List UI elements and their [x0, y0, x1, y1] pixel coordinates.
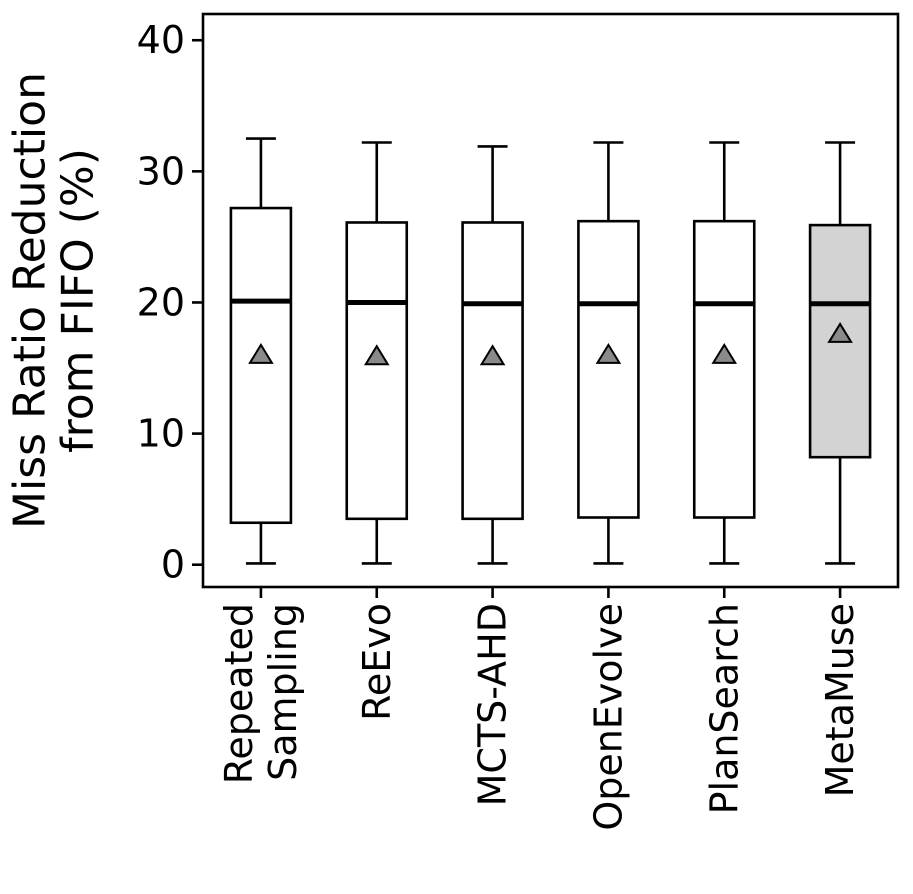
- y-axis-label: from FIFO (%): [53, 148, 104, 453]
- mean-marker-icon: [363, 344, 390, 366]
- x-tick-label: MCTS-AHD: [471, 603, 515, 806]
- x-tick-label: ReEvo: [355, 603, 399, 721]
- y-tick-label: 20: [137, 280, 185, 324]
- y-tick-label: 10: [137, 412, 185, 456]
- x-tick-label: Repeated: [217, 603, 261, 784]
- mean-marker-icon: [595, 342, 622, 364]
- iqr-box: [577, 219, 640, 519]
- mean-marker-icon: [827, 322, 853, 343]
- mean-marker-icon: [248, 342, 274, 364]
- iqr-box: [345, 221, 409, 521]
- y-axis-label: Miss Ratio Reduction: [5, 72, 56, 529]
- y-tick-label: 40: [137, 18, 185, 62]
- plot-border: [201, 12, 900, 589]
- y-tick-label: 0: [161, 543, 185, 587]
- mean-marker-icon: [711, 342, 738, 364]
- x-tick-label: OpenEvolve: [586, 603, 630, 831]
- iqr-box: [229, 206, 293, 525]
- x-tick-label: Sampling: [261, 603, 305, 781]
- iqr-box: [461, 221, 524, 521]
- x-tick-label: MetaMuse: [818, 603, 862, 797]
- x-tick-label: PlanSearch: [702, 603, 746, 814]
- mean-marker-icon: [479, 344, 506, 366]
- y-tick-label: 30: [137, 149, 185, 193]
- iqr-box: [692, 219, 756, 519]
